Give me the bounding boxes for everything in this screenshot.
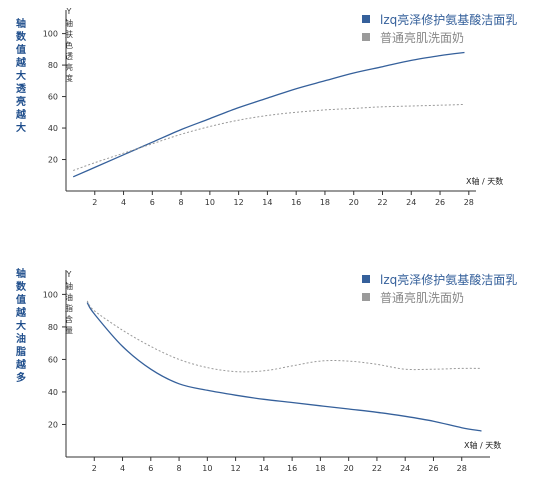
y-tick-label: 100 <box>43 290 58 299</box>
x-tick-label: 18 <box>315 464 325 473</box>
chart-2-side-note: 轴数值越大油脂越多 <box>16 269 26 384</box>
series-line-2 <box>86 300 482 373</box>
x-tick-label: 16 <box>287 464 297 473</box>
x-tick-label: 12 <box>231 464 241 473</box>
x-tick-label: 22 <box>377 198 387 207</box>
x-tick-label: 20 <box>344 464 354 473</box>
x-tick-label: 22 <box>372 464 382 473</box>
y-tick-label: 100 <box>43 30 58 39</box>
chart-1-side-note: 轴数值越大透亮越大 <box>16 19 26 134</box>
y-tick-label: 80 <box>48 323 58 332</box>
x-tick-label: 2 <box>92 198 97 207</box>
series-line-2 <box>73 103 465 171</box>
x-tick-label: 14 <box>259 464 269 473</box>
chart-2-xlabel: X轴 / 天数 <box>464 441 502 450</box>
x-tick-label: 28 <box>464 198 474 207</box>
legend-item-series-2: 普通亮肌洗面奶 <box>362 288 517 306</box>
y-tick-label: 40 <box>48 124 58 133</box>
x-tick-label: 24 <box>400 464 410 473</box>
legend-swatch-series-2 <box>362 33 370 41</box>
legend-item-series-1: lzq亮泽修护氨基酸洁面乳 <box>362 270 517 288</box>
x-tick-label: 26 <box>435 198 445 207</box>
x-tick-label: 14 <box>262 198 272 207</box>
x-tick-label: 4 <box>121 198 126 207</box>
x-tick-label: 10 <box>202 464 212 473</box>
series-line-1 <box>72 51 465 178</box>
chart-1-ylabel-y: Y <box>66 7 72 16</box>
x-tick-label: 26 <box>428 464 438 473</box>
legend-label-series-2: 普通亮肌洗面奶 <box>380 30 465 45</box>
x-tick-label: 12 <box>234 198 244 207</box>
x-tick-label: 28 <box>457 464 467 473</box>
x-tick-label: 8 <box>179 198 184 207</box>
y-tick-label: 60 <box>48 355 58 364</box>
legend-label-series-2: 普通亮肌洗面奶 <box>380 290 465 305</box>
x-tick-label: 10 <box>205 198 215 207</box>
legend-swatch-series-1 <box>362 15 370 23</box>
legend-swatch-series-2 <box>362 293 370 301</box>
legend-label-series-1: lzq亮泽修护氨基酸洁面乳 <box>380 272 518 287</box>
x-tick-label: 18 <box>320 198 330 207</box>
x-tick-label: 24 <box>406 198 416 207</box>
legend-swatch-series-1 <box>362 275 370 283</box>
y-tick-label: 60 <box>48 93 58 102</box>
x-tick-label: 2 <box>92 464 97 473</box>
chart-1-legend: lzq亮泽修护氨基酸洁面乳 普通亮肌洗面奶 <box>362 10 517 46</box>
chart-1-ylabel: 轴肤色透亮度 <box>65 19 73 83</box>
legend-item-series-2: 普通亮肌洗面奶 <box>362 28 517 46</box>
chart-1-xlabel: X轴 / 天数 <box>466 177 504 186</box>
x-tick-label: 20 <box>349 198 359 207</box>
x-tick-label: 6 <box>150 198 155 207</box>
x-tick-label: 6 <box>148 464 153 473</box>
y-tick-label: 40 <box>48 388 58 397</box>
chart-2: 20 40 60 80 100 2 4 6 8 10 12 14 16 18 20 22 24 26 28 Y 轴油… <box>0 250 551 483</box>
chart-2-ylabel: 轴油脂含量 <box>65 282 73 335</box>
y-tick-label: 80 <box>48 61 58 70</box>
legend-label-series-1: lzq亮泽修护氨基酸洁面乳 <box>380 12 518 27</box>
chart-2-legend: lzq亮泽修护氨基酸洁面乳 普通亮肌洗面奶 <box>362 270 517 306</box>
chart-1: 20 40 60 80 100 2 4 6 8 10 12 14 16 18 20 22 24 26 28 Y 轴肤… <box>0 0 551 225</box>
x-tick-label: 16 <box>291 198 301 207</box>
y-tick-label: 20 <box>48 420 58 429</box>
y-tick-label: 20 <box>48 156 58 165</box>
legend-item-series-1: lzq亮泽修护氨基酸洁面乳 <box>362 10 517 28</box>
series-line-1 <box>86 302 482 432</box>
chart-2-ylabel-y: Y <box>66 270 72 279</box>
x-tick-label: 8 <box>177 464 182 473</box>
x-tick-label: 4 <box>120 464 125 473</box>
